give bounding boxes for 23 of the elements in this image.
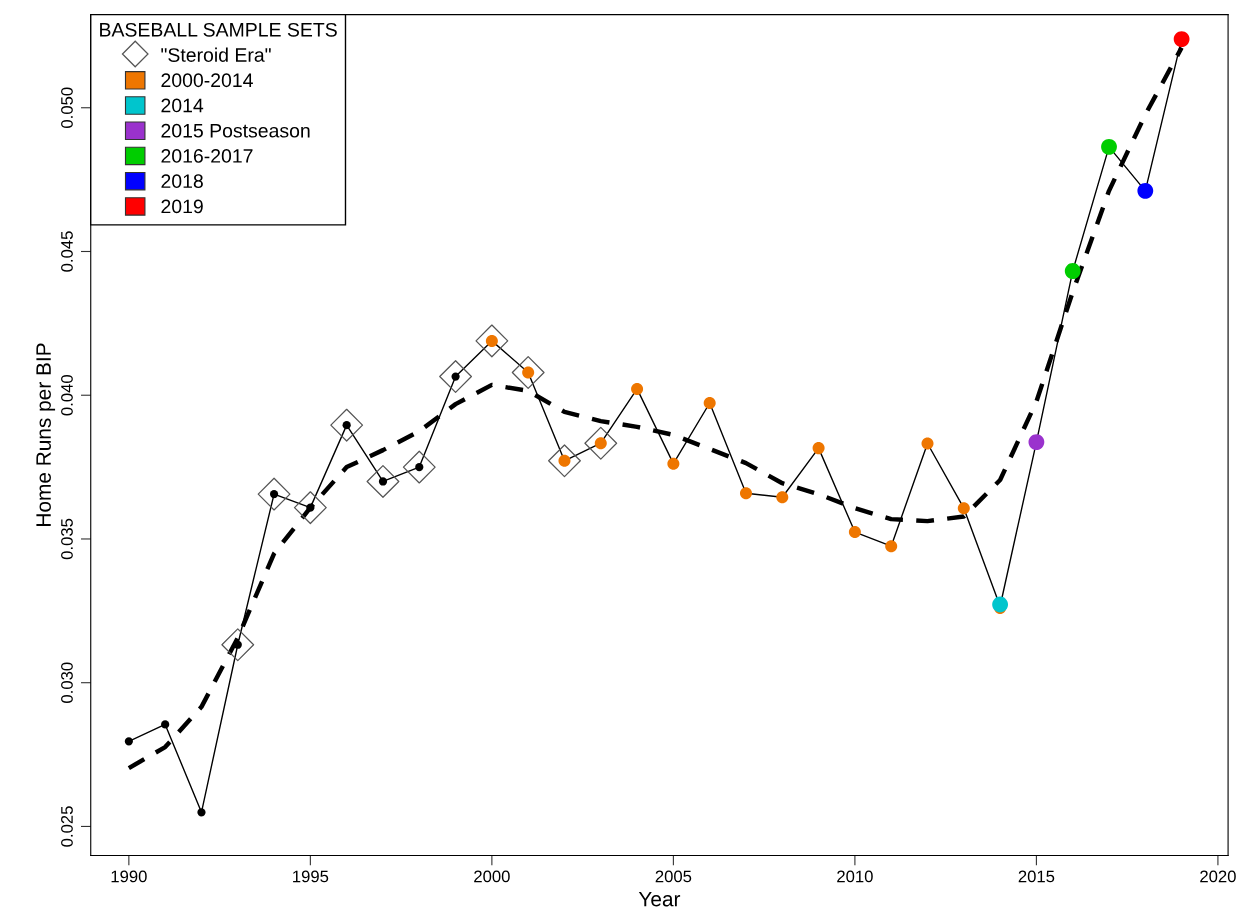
y-axis-title: Home Runs per BIP (36, 343, 56, 526)
legend-label: 2019 (161, 199, 203, 214)
y-tick-label: 0.050 (61, 87, 73, 128)
legend-label: 2018 (161, 174, 203, 189)
x-tick-label: 2010 (837, 870, 873, 883)
legend-title: BASEBALL SAMPLE SETS (100, 22, 337, 37)
legend-label: "Steroid Era" (161, 47, 271, 62)
legend-label: 2016-2017 (161, 149, 253, 163)
y-tick-label: 0.045 (61, 231, 73, 272)
x-tick-label: 2005 (655, 870, 692, 883)
y-tick-label: 0.030 (61, 662, 73, 703)
legend-label: 2000-2014 (161, 73, 253, 88)
y-tick-label: 0.025 (61, 806, 73, 847)
legend-label: 2015 Postseason (161, 123, 310, 138)
x-tick-label: 1995 (293, 870, 329, 883)
x-tick-label: 2015 (1018, 870, 1055, 883)
y-tick-label: 0.035 (61, 518, 73, 560)
x-axis-title: Year (638, 891, 681, 907)
x-tick-label: 2020 (1200, 870, 1236, 883)
x-tick-label: 1990 (111, 870, 147, 883)
y-tick-label: 0.040 (61, 375, 73, 416)
legend-label: 2014 (161, 98, 204, 113)
x-tick-label: 2000 (474, 870, 510, 883)
